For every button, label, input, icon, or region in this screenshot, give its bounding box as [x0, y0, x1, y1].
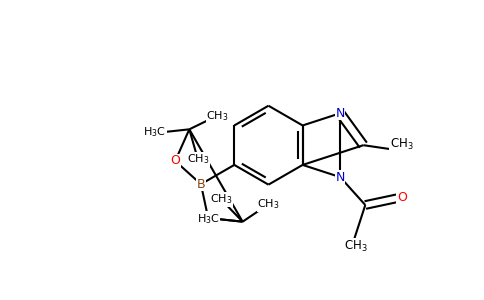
Text: CH$_3$: CH$_3$	[187, 152, 209, 166]
Text: CH$_3$: CH$_3$	[390, 137, 413, 152]
Text: CH$_3$: CH$_3$	[257, 197, 280, 211]
Text: O: O	[397, 191, 407, 204]
Text: H$_3$C: H$_3$C	[197, 212, 220, 226]
Text: CH$_3$: CH$_3$	[344, 239, 368, 254]
Text: O: O	[203, 212, 213, 225]
Text: CH$_3$: CH$_3$	[206, 109, 228, 122]
Text: N: N	[335, 107, 345, 120]
Text: N: N	[335, 171, 345, 184]
Text: CH$_3$: CH$_3$	[210, 192, 232, 206]
Text: B: B	[197, 178, 205, 191]
Text: O: O	[170, 154, 180, 167]
Text: H$_3$C: H$_3$C	[143, 125, 166, 139]
